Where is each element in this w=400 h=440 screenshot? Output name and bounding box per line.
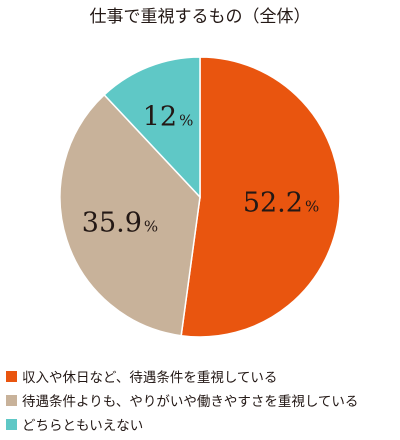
- legend-label: 収入や休日など、待遇条件を重視している: [22, 370, 278, 386]
- legend-swatch: [6, 370, 17, 382]
- pie-slices: [59, 56, 341, 338]
- pie-chart: 52.2 % 35.9 % 12%: [59, 56, 341, 338]
- legend-label: 待遇条件よりも、やりがいや働きやすさを重視している: [22, 394, 359, 410]
- chart-title: 仕事で重視するもの（全体）: [89, 7, 311, 27]
- legend-swatch: [6, 418, 17, 430]
- legend-item: どちらともいえない: [6, 412, 398, 436]
- legend-swatch: [6, 394, 17, 406]
- legend: 収入や休日など、待遇条件を重視している 待遇条件よりも、やりがいや働きやすさを重…: [6, 364, 398, 436]
- slice-value-label: 12%: [143, 101, 194, 132]
- pie-slice: [180, 56, 341, 338]
- slice-value-label: 35.9%: [82, 208, 158, 239]
- legend-label: どちらともいえない: [22, 418, 144, 434]
- pie-slice: [59, 93, 201, 337]
- legend-item: 収入や休日など、待遇条件を重視している: [6, 364, 398, 388]
- legend-item: 待遇条件よりも、やりがいや働きやすさを重視している: [6, 388, 398, 412]
- pie-labels: 52.2 % 35.9 % 12%: [82, 101, 319, 238]
- pie-slice: [103, 56, 201, 199]
- slice-value-label: 52.2%: [243, 187, 319, 218]
